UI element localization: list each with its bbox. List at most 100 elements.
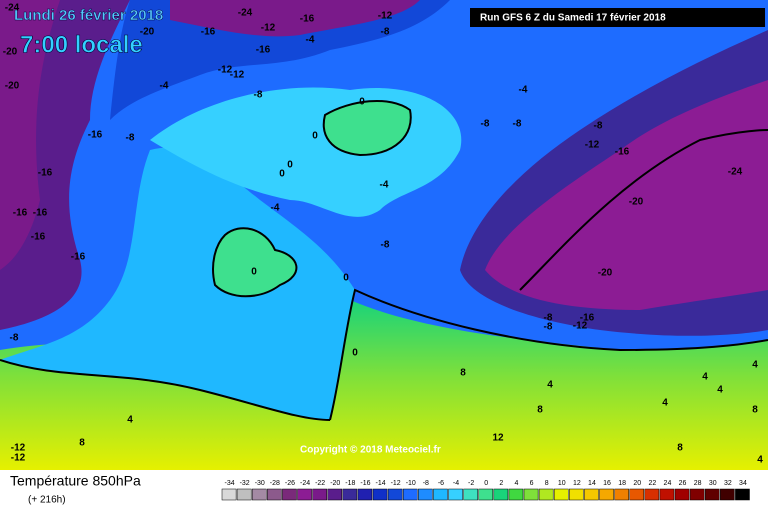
scale-swatch [523,488,539,501]
contour-label: -12 [230,70,245,81]
scale-label: 22 [648,480,656,487]
cold-area-north [110,0,450,120]
contour-label: 8 [752,405,758,416]
contour-label: 0 [312,131,318,142]
contour-label: -16 [71,252,86,263]
contour-label: -12 [378,11,393,22]
scale-label: 30 [709,480,717,487]
scale-label: -18 [345,480,355,487]
scale-label: 2 [499,480,503,487]
scale-label: 4 [514,480,518,487]
scale-swatch [614,488,629,501]
scale-swatch [312,488,327,501]
very-cold-north [170,0,420,37]
contour-label: 0 [279,169,285,180]
contour-label: 0 [343,273,349,284]
scale-swatch [599,488,614,501]
scale-swatch [689,488,705,501]
contour-label: -8 [10,333,19,344]
cyan-area [0,147,355,420]
contour-label: 4 [127,415,133,426]
contour-label: -12 [11,453,26,464]
scale-swatch [372,488,388,501]
scale-label: 8 [545,480,549,487]
contour-label: 0 [287,160,293,171]
contour-label: -8 [126,133,135,144]
scale-label: -28 [270,480,280,487]
scale-label: -6 [438,480,444,487]
scale-label: -8 [423,480,429,487]
contour-label: 4 [662,398,668,409]
scale-swatch [704,488,720,501]
scale-swatch [553,488,569,501]
scale-label: -34 [224,480,234,487]
scale-label: 10 [558,480,566,487]
contour-label: -16 [300,14,315,25]
very-cold-west [0,0,60,270]
run-info: Run GFS 6 Z du Samedi 17 février 2018 [480,13,666,24]
contour-label: -8 [513,119,522,130]
contour-label: -20 [5,81,20,92]
contour-label: -16 [256,45,271,56]
contour-label: -20 [3,47,18,58]
contour-label: -4 [519,85,528,96]
scale-swatch [644,488,660,501]
scale-swatch [236,488,252,501]
contour-label: -20 [629,197,644,208]
scale-swatch [418,488,433,501]
scale-label: -10 [406,480,416,487]
contour-label: -16 [31,232,46,243]
zero-isotherm [329,288,768,421]
contour-label: -8 [544,313,553,324]
contour-label: -4 [271,203,280,214]
scale-label: -22 [315,480,325,487]
color-scale: -34 -32 -30 -28 -26 -24 -22 -20 -18 -16 -14 -12 -10-… [221,480,750,501]
scale-swatch [569,488,584,501]
scale-swatch [448,488,463,501]
scale-swatch [463,488,478,501]
date: Lundi 26 février 2018 [14,7,163,24]
scale-swatch [659,488,675,501]
contour-label: -8 [381,240,390,251]
scale-label: 12 [573,480,581,487]
scale-swatch [221,488,237,501]
contour-label: 8 [460,368,466,379]
scale-swatch [433,488,448,501]
scale-label: 28 [694,480,702,487]
scale-swatch [297,488,312,501]
contour-label: -16 [201,27,216,38]
contour-label: 12 [492,433,504,444]
scale-label: -12 [391,480,401,487]
scale-swatch [267,488,282,501]
contour-label: -8 [481,119,490,130]
contour-label: -16 [38,168,53,179]
contour-label: 0 [359,97,365,108]
zero-area [212,227,298,298]
scale-swatch [493,488,509,501]
scale-label: -30 [255,480,265,487]
map: -24 -20 -20 -16 -16 -16 -16 -16 -16 -8 -4 -8 -24 -20 -… [0,0,768,470]
scale-label: -26 [285,480,295,487]
zero-isotherm [0,359,331,421]
scale-swatch [282,488,297,501]
contour-label: 4 [547,380,553,391]
scale-swatch [357,488,373,501]
run-box [470,8,765,27]
scale-swatch [402,488,418,501]
scale-label: -32 [240,480,250,487]
scale-label: -24 [300,480,310,487]
scale-label: -20 [330,480,340,487]
scale-label: 32 [724,480,732,487]
local-time: 7:00 locale [20,31,143,58]
scale-swatch [508,488,524,501]
scale-label: 20 [633,480,641,487]
legend-title: Température 850hPa [10,473,141,489]
scale-label: 26 [679,480,687,487]
contour-label: 0 [352,348,358,359]
contour-label: -24 [238,8,253,19]
contour-label: -8 [544,322,553,333]
scale-label: -4 [453,480,459,487]
scale-label: -2 [468,480,474,487]
contour-label: 4 [752,360,758,371]
contour-label: -12 [573,321,588,332]
